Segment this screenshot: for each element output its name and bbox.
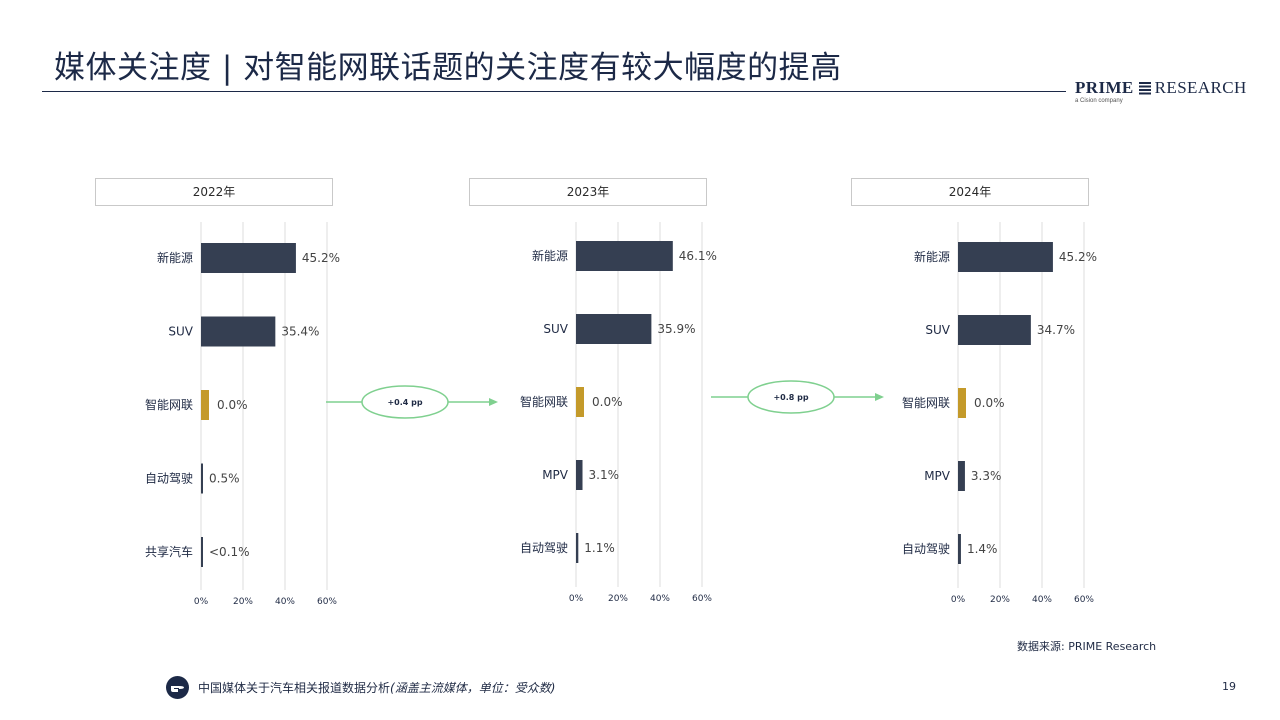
- category-label: 共享汽车: [145, 544, 193, 559]
- category-label: 新能源: [914, 249, 950, 264]
- change-badge: [747, 380, 835, 414]
- value-label: 0.0%: [217, 398, 248, 412]
- title-divider: [42, 91, 1066, 92]
- bar: [958, 242, 1053, 272]
- value-label: 1.1%: [584, 541, 615, 555]
- value-label: 0.5%: [209, 472, 240, 486]
- category-label: 自动驾驶: [902, 541, 950, 556]
- value-label: 35.9%: [657, 322, 695, 336]
- category-label: 智能网联: [145, 397, 193, 412]
- value-label: 0.0%: [592, 395, 623, 409]
- panel-title-2024: 2024年: [851, 178, 1089, 206]
- data-source: 数据来源: PRIME Research: [1017, 640, 1157, 653]
- arrow-head-icon: [489, 398, 498, 406]
- x-tick-label: 0%: [569, 594, 584, 604]
- bar: [201, 243, 296, 273]
- prime-research-logo: PRIME RESEARCH a Cision company: [1075, 78, 1247, 104]
- x-tick-label: 60%: [692, 594, 712, 604]
- value-label: 0.0%: [974, 396, 1005, 410]
- change-badge-label: +0.4 pp: [387, 398, 422, 407]
- bar: [958, 388, 966, 418]
- bar: [958, 315, 1031, 345]
- bar: [576, 387, 584, 417]
- bar: [958, 534, 961, 564]
- bar: [958, 461, 965, 491]
- change-badge-label: +0.8 pp: [773, 393, 808, 402]
- category-label: MPV: [924, 469, 951, 483]
- bar: [201, 463, 203, 494]
- x-tick-label: 0%: [951, 595, 966, 605]
- page-title: 媒体关注度 | 对智能网联话题的关注度有较大幅度的提高: [54, 50, 842, 86]
- x-tick-label: 40%: [275, 597, 295, 607]
- footer-note: 中国媒体关于汽车相关报道数据分析 (涵盖主流媒体，单位：受众数): [166, 676, 555, 699]
- page-number: 19: [1222, 680, 1236, 693]
- x-tick-label: 20%: [233, 597, 253, 607]
- logo-book-icon: [1138, 82, 1151, 95]
- logo-brand-rest: RESEARCH: [1154, 78, 1247, 97]
- value-label: 34.7%: [1037, 323, 1075, 337]
- bar: [201, 316, 276, 347]
- pointing-hand-icon: [166, 676, 189, 699]
- panel-title-2023: 2023年: [469, 178, 707, 206]
- x-tick-label: 20%: [990, 595, 1010, 605]
- value-label: 45.2%: [1059, 250, 1097, 264]
- x-tick-label: 20%: [608, 594, 628, 604]
- value-label: 1.4%: [967, 542, 998, 556]
- bar: [576, 460, 583, 490]
- arrow-head-icon: [875, 393, 884, 401]
- category-label: 智能网联: [902, 395, 950, 410]
- x-tick-label: 60%: [1074, 595, 1094, 605]
- bar: [201, 390, 209, 420]
- category-label: SUV: [925, 323, 950, 337]
- value-label: 46.1%: [679, 249, 717, 263]
- value-label: 45.2%: [302, 251, 340, 265]
- category-label: 新能源: [157, 250, 193, 265]
- x-tick-label: 0%: [194, 597, 209, 607]
- x-tick-label: 40%: [1032, 595, 1052, 605]
- bar: [201, 537, 203, 567]
- bar: [576, 241, 673, 271]
- category-label: 自动驾驶: [145, 471, 193, 486]
- bar: [576, 533, 579, 563]
- category-label: 新能源: [532, 248, 568, 263]
- x-tick-label: 40%: [650, 594, 670, 604]
- bar: [576, 314, 652, 344]
- category-label: SUV: [168, 325, 193, 339]
- logo-tagline: a Cision company: [1075, 98, 1123, 104]
- value-label: 3.1%: [589, 468, 620, 482]
- category-label: MPV: [542, 468, 569, 482]
- footer-note-text: (涵盖主流媒体，单位：受众数): [390, 681, 556, 695]
- value-label: 3.3%: [971, 469, 1002, 483]
- category-label: SUV: [543, 322, 568, 336]
- value-label: <0.1%: [209, 545, 250, 559]
- x-tick-label: 60%: [317, 597, 337, 607]
- panel-title-2022: 2022年: [95, 178, 333, 206]
- category-label: 智能网联: [520, 394, 568, 409]
- logo-brand-bold: PRIME: [1075, 78, 1134, 97]
- footer-text: 中国媒体关于汽车相关报道数据分析: [198, 681, 391, 695]
- category-label: 自动驾驶: [520, 540, 568, 555]
- change-badge: [361, 385, 449, 419]
- value-label: 35.4%: [281, 325, 319, 339]
